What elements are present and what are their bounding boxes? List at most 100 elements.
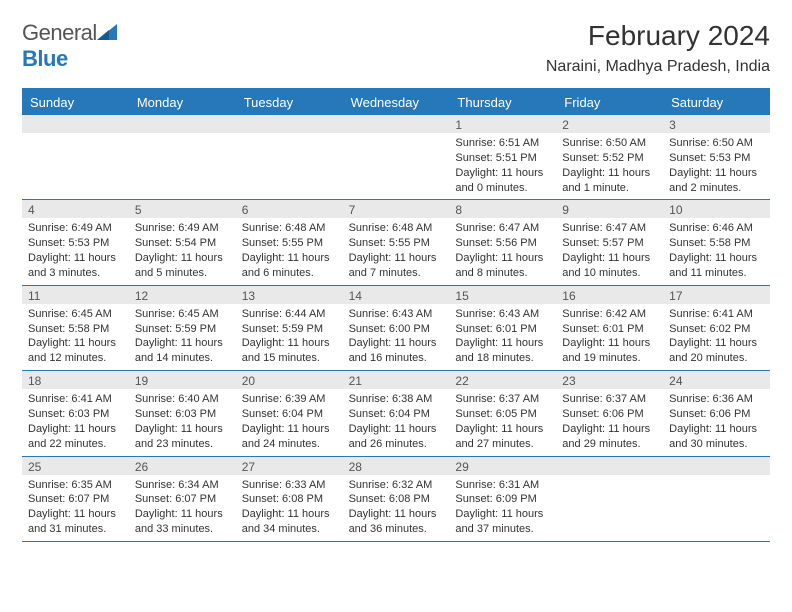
day-body: Sunrise: 6:42 AMSunset: 6:01 PMDaylight:… xyxy=(556,304,663,370)
day-body: Sunrise: 6:48 AMSunset: 5:55 PMDaylight:… xyxy=(236,218,343,284)
daylight-text-1: Daylight: 11 hours xyxy=(562,251,657,266)
sunrise-text: Sunrise: 6:48 AM xyxy=(349,221,444,236)
daylight-text-1: Daylight: 11 hours xyxy=(455,251,550,266)
day-body: Sunrise: 6:37 AMSunset: 6:06 PMDaylight:… xyxy=(556,389,663,455)
day-number: 20 xyxy=(236,371,343,389)
daylight-text-2: and 7 minutes. xyxy=(349,266,444,281)
daylight-text-1: Daylight: 11 hours xyxy=(28,422,123,437)
day-number: 8 xyxy=(449,200,556,218)
dayhead-wed: Wednesday xyxy=(343,90,450,115)
sunset-text: Sunset: 6:00 PM xyxy=(349,322,444,337)
day-body: Sunrise: 6:33 AMSunset: 6:08 PMDaylight:… xyxy=(236,475,343,541)
day-body: Sunrise: 6:47 AMSunset: 5:56 PMDaylight:… xyxy=(449,218,556,284)
sunrise-text: Sunrise: 6:41 AM xyxy=(669,307,764,322)
daylight-text-2: and 1 minute. xyxy=(562,181,657,196)
day-cell: 23Sunrise: 6:37 AMSunset: 6:06 PMDayligh… xyxy=(556,371,663,455)
day-number: 1 xyxy=(449,115,556,133)
day-number: 7 xyxy=(343,200,450,218)
day-body: Sunrise: 6:49 AMSunset: 5:53 PMDaylight:… xyxy=(22,218,129,284)
day-cell: 1Sunrise: 6:51 AMSunset: 5:51 PMDaylight… xyxy=(449,115,556,199)
day-number xyxy=(129,115,236,133)
sunset-text: Sunset: 5:57 PM xyxy=(562,236,657,251)
day-cell xyxy=(236,115,343,199)
dayhead-thu: Thursday xyxy=(449,90,556,115)
daylight-text-1: Daylight: 11 hours xyxy=(28,251,123,266)
daylight-text-2: and 33 minutes. xyxy=(135,522,230,537)
calendar: Sunday Monday Tuesday Wednesday Thursday… xyxy=(22,88,770,542)
daylight-text-2: and 31 minutes. xyxy=(28,522,123,537)
day-number: 15 xyxy=(449,286,556,304)
dayhead-tue: Tuesday xyxy=(236,90,343,115)
daylight-text-2: and 20 minutes. xyxy=(669,351,764,366)
day-cell: 12Sunrise: 6:45 AMSunset: 5:59 PMDayligh… xyxy=(129,286,236,370)
day-body: Sunrise: 6:50 AMSunset: 5:53 PMDaylight:… xyxy=(663,133,770,199)
sunrise-text: Sunrise: 6:48 AM xyxy=(242,221,337,236)
day-body: Sunrise: 6:39 AMSunset: 6:04 PMDaylight:… xyxy=(236,389,343,455)
daylight-text-1: Daylight: 11 hours xyxy=(242,507,337,522)
day-number: 12 xyxy=(129,286,236,304)
day-body xyxy=(129,133,236,193)
day-cell: 26Sunrise: 6:34 AMSunset: 6:07 PMDayligh… xyxy=(129,457,236,541)
daylight-text-2: and 23 minutes. xyxy=(135,437,230,452)
day-body: Sunrise: 6:37 AMSunset: 6:05 PMDaylight:… xyxy=(449,389,556,455)
day-cell: 22Sunrise: 6:37 AMSunset: 6:05 PMDayligh… xyxy=(449,371,556,455)
daylight-text-1: Daylight: 11 hours xyxy=(349,507,444,522)
daylight-text-2: and 10 minutes. xyxy=(562,266,657,281)
sunset-text: Sunset: 5:53 PM xyxy=(669,151,764,166)
day-cell: 24Sunrise: 6:36 AMSunset: 6:06 PMDayligh… xyxy=(663,371,770,455)
day-body xyxy=(343,133,450,193)
sunrise-text: Sunrise: 6:45 AM xyxy=(28,307,123,322)
day-body: Sunrise: 6:38 AMSunset: 6:04 PMDaylight:… xyxy=(343,389,450,455)
daylight-text-2: and 0 minutes. xyxy=(455,181,550,196)
daylight-text-2: and 36 minutes. xyxy=(349,522,444,537)
week-row: 11Sunrise: 6:45 AMSunset: 5:58 PMDayligh… xyxy=(22,286,770,371)
daylight-text-2: and 29 minutes. xyxy=(562,437,657,452)
sunrise-text: Sunrise: 6:37 AM xyxy=(455,392,550,407)
sunrise-text: Sunrise: 6:40 AM xyxy=(135,392,230,407)
day-cell: 4Sunrise: 6:49 AMSunset: 5:53 PMDaylight… xyxy=(22,200,129,284)
week-row: 1Sunrise: 6:51 AMSunset: 5:51 PMDaylight… xyxy=(22,115,770,200)
day-body: Sunrise: 6:48 AMSunset: 5:55 PMDaylight:… xyxy=(343,218,450,284)
dayhead-sat: Saturday xyxy=(663,90,770,115)
sunset-text: Sunset: 5:59 PM xyxy=(135,322,230,337)
sunrise-text: Sunrise: 6:42 AM xyxy=(562,307,657,322)
day-body: Sunrise: 6:44 AMSunset: 5:59 PMDaylight:… xyxy=(236,304,343,370)
sunrise-text: Sunrise: 6:31 AM xyxy=(455,478,550,493)
day-number: 3 xyxy=(663,115,770,133)
daylight-text-2: and 8 minutes. xyxy=(455,266,550,281)
day-cell: 5Sunrise: 6:49 AMSunset: 5:54 PMDaylight… xyxy=(129,200,236,284)
day-cell: 21Sunrise: 6:38 AMSunset: 6:04 PMDayligh… xyxy=(343,371,450,455)
sunrise-text: Sunrise: 6:50 AM xyxy=(669,136,764,151)
day-body: Sunrise: 6:45 AMSunset: 5:58 PMDaylight:… xyxy=(22,304,129,370)
day-body: Sunrise: 6:47 AMSunset: 5:57 PMDaylight:… xyxy=(556,218,663,284)
day-cell: 6Sunrise: 6:48 AMSunset: 5:55 PMDaylight… xyxy=(236,200,343,284)
sunset-text: Sunset: 6:01 PM xyxy=(455,322,550,337)
daylight-text-2: and 19 minutes. xyxy=(562,351,657,366)
sunrise-text: Sunrise: 6:37 AM xyxy=(562,392,657,407)
daylight-text-2: and 15 minutes. xyxy=(242,351,337,366)
logo-text: General Blue xyxy=(22,20,117,72)
daylight-text-2: and 34 minutes. xyxy=(242,522,337,537)
daylight-text-1: Daylight: 11 hours xyxy=(242,251,337,266)
day-cell: 3Sunrise: 6:50 AMSunset: 5:53 PMDaylight… xyxy=(663,115,770,199)
day-body: Sunrise: 6:43 AMSunset: 6:01 PMDaylight:… xyxy=(449,304,556,370)
day-number xyxy=(556,457,663,475)
daylight-text-2: and 18 minutes. xyxy=(455,351,550,366)
daylight-text-1: Daylight: 11 hours xyxy=(455,422,550,437)
day-body: Sunrise: 6:46 AMSunset: 5:58 PMDaylight:… xyxy=(663,218,770,284)
sunset-text: Sunset: 6:04 PM xyxy=(349,407,444,422)
day-body: Sunrise: 6:41 AMSunset: 6:03 PMDaylight:… xyxy=(22,389,129,455)
day-body xyxy=(22,133,129,193)
sunset-text: Sunset: 6:06 PM xyxy=(669,407,764,422)
day-header-row: Sunday Monday Tuesday Wednesday Thursday… xyxy=(22,90,770,115)
day-cell: 8Sunrise: 6:47 AMSunset: 5:56 PMDaylight… xyxy=(449,200,556,284)
day-number: 9 xyxy=(556,200,663,218)
sunrise-text: Sunrise: 6:44 AM xyxy=(242,307,337,322)
sunrise-text: Sunrise: 6:45 AM xyxy=(135,307,230,322)
day-number xyxy=(663,457,770,475)
sunrise-text: Sunrise: 6:47 AM xyxy=(562,221,657,236)
dayhead-mon: Monday xyxy=(129,90,236,115)
day-number: 17 xyxy=(663,286,770,304)
sunset-text: Sunset: 5:59 PM xyxy=(242,322,337,337)
day-cell: 15Sunrise: 6:43 AMSunset: 6:01 PMDayligh… xyxy=(449,286,556,370)
